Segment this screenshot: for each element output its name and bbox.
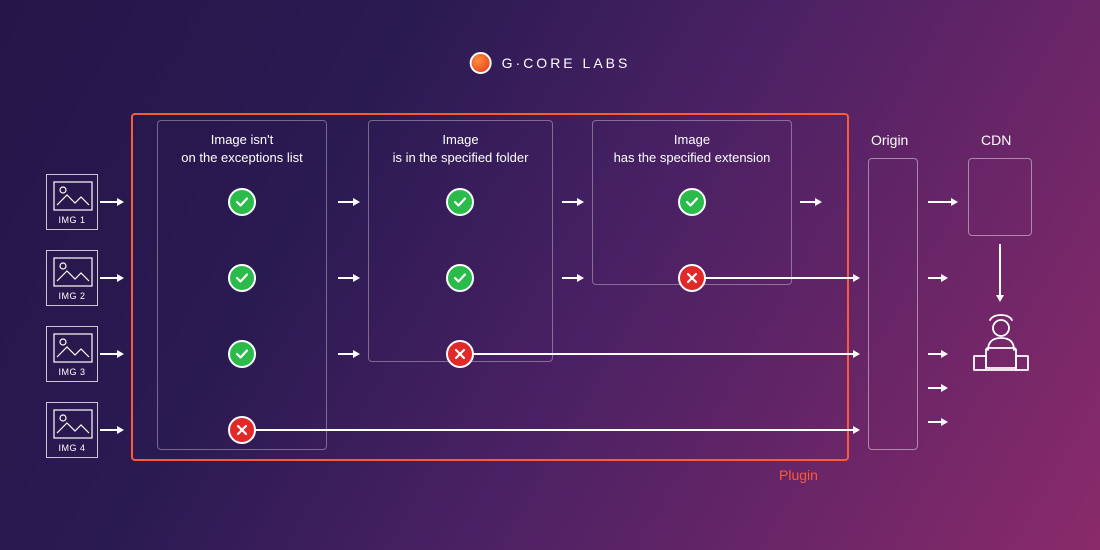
- brand-logo-icon: [470, 52, 492, 74]
- filter-col-header: Image isn't on the exceptions list: [158, 131, 326, 166]
- cdn-box: [968, 158, 1032, 236]
- origin-label: Origin: [871, 132, 908, 148]
- check-icon: [678, 188, 706, 216]
- filter-col-header: Image is in the specified folder: [369, 131, 552, 166]
- flow-arrow: [338, 274, 360, 282]
- flow-arrow: [338, 350, 360, 358]
- flow-arrow: [474, 350, 860, 358]
- image-input-4: IMG 4: [46, 402, 98, 458]
- flow-arrow: [928, 384, 948, 392]
- flow-arrow-down: [996, 244, 1004, 302]
- check-icon: [228, 264, 256, 292]
- cross-icon: [678, 264, 706, 292]
- check-icon: [446, 188, 474, 216]
- flow-arrow: [562, 198, 584, 206]
- image-input-label: IMG 2: [47, 291, 97, 301]
- cross-icon: [228, 416, 256, 444]
- user-icon: [966, 312, 1036, 387]
- flow-arrow: [256, 426, 860, 434]
- filter-col-header: Image has the specified extension: [593, 131, 791, 166]
- brand-name: G·CORE LABS: [502, 55, 631, 71]
- image-icon: [53, 409, 93, 439]
- image-input-label: IMG 3: [47, 367, 97, 377]
- flow-arrow: [100, 274, 124, 282]
- flow-arrow: [100, 350, 124, 358]
- image-input-3: IMG 3: [46, 326, 98, 382]
- flow-arrow: [338, 198, 360, 206]
- filter-col-folder: Image is in the specified folder: [368, 120, 553, 362]
- flow-arrow: [562, 274, 584, 282]
- image-input-label: IMG 4: [47, 443, 97, 453]
- image-icon: [53, 181, 93, 211]
- origin-box: [868, 158, 918, 450]
- flow-arrow: [928, 418, 948, 426]
- image-icon: [53, 333, 93, 363]
- brand-logo: G·CORE LABS: [470, 52, 631, 74]
- check-icon: [228, 340, 256, 368]
- flow-arrow: [706, 274, 860, 282]
- check-icon: [446, 264, 474, 292]
- flow-arrow: [928, 198, 958, 206]
- flow-arrow: [928, 274, 948, 282]
- flow-arrow: [800, 198, 822, 206]
- image-input-label: IMG 1: [47, 215, 97, 225]
- flow-arrow: [100, 426, 124, 434]
- image-icon: [53, 257, 93, 287]
- flow-arrow: [928, 350, 948, 358]
- cdn-label: CDN: [981, 132, 1011, 148]
- image-input-2: IMG 2: [46, 250, 98, 306]
- cross-icon: [446, 340, 474, 368]
- flow-arrow: [100, 198, 124, 206]
- plugin-label: Plugin: [779, 467, 818, 483]
- check-icon: [228, 188, 256, 216]
- image-input-1: IMG 1: [46, 174, 98, 230]
